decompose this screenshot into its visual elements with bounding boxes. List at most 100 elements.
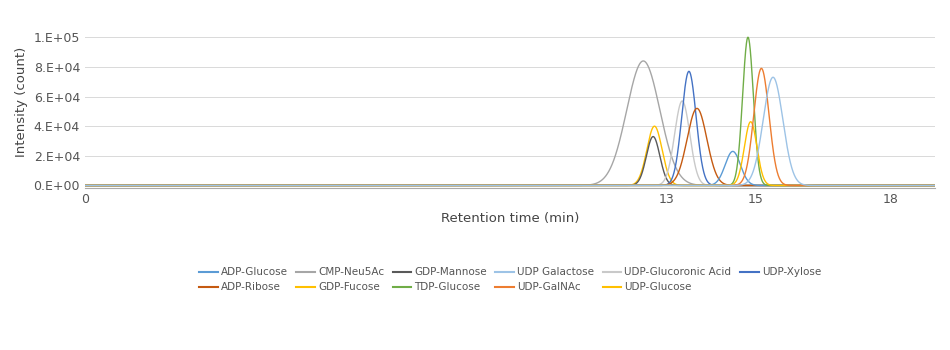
CMP-Neu5Ac bbox=[884, 183, 896, 188]
Line: UDP-Xylose: UDP-Xylose bbox=[85, 71, 935, 186]
GDP-Mannose bbox=[495, 183, 506, 188]
UDP-GalNAc bbox=[83, 183, 94, 188]
ADP-Glucose bbox=[884, 183, 896, 188]
UDP-GalNAc bbox=[114, 183, 125, 188]
TDP-Glucose bbox=[246, 183, 257, 188]
UDP-Glucose bbox=[130, 183, 142, 188]
ADP-Glucose bbox=[727, 149, 738, 154]
CMP-Neu5Ac bbox=[495, 183, 506, 188]
UDP-Xylose bbox=[130, 183, 142, 188]
UDP-Xylose bbox=[83, 183, 94, 188]
UDP Galactose bbox=[83, 183, 94, 188]
TDP-Glucose bbox=[929, 183, 940, 188]
GDP-Fucose bbox=[884, 183, 896, 188]
UDP-Glucose bbox=[495, 183, 506, 188]
UDP-Glucose bbox=[83, 183, 94, 188]
UDP Galactose bbox=[114, 183, 125, 188]
UDP-Glucoronic Acid bbox=[929, 183, 940, 188]
UDP-Xylose bbox=[683, 69, 694, 73]
TDP-Glucose bbox=[884, 183, 896, 188]
TDP-Glucose bbox=[114, 183, 125, 188]
UDP-Xylose bbox=[884, 183, 896, 188]
Y-axis label: Intensity (count): Intensity (count) bbox=[15, 47, 28, 157]
Line: CMP-Neu5Ac: CMP-Neu5Ac bbox=[85, 61, 935, 186]
GDP-Mannose bbox=[130, 183, 142, 188]
UDP-Glucose bbox=[745, 120, 756, 124]
UDP-Glucoronic Acid bbox=[79, 183, 90, 188]
UDP Galactose bbox=[130, 183, 142, 188]
GDP-Mannose bbox=[648, 134, 659, 139]
ADP-Ribose bbox=[246, 183, 257, 188]
CMP-Neu5Ac bbox=[114, 183, 125, 188]
Line: UDP-GalNAc: UDP-GalNAc bbox=[85, 68, 935, 186]
UDP Galactose bbox=[246, 183, 257, 188]
UDP-Glucose bbox=[114, 183, 125, 188]
UDP-Glucose bbox=[79, 183, 90, 188]
ADP-Ribose bbox=[79, 183, 90, 188]
GDP-Mannose bbox=[83, 183, 94, 188]
GDP-Fucose bbox=[246, 183, 257, 188]
CMP-Neu5Ac bbox=[246, 183, 257, 188]
ADP-Glucose bbox=[495, 183, 506, 188]
UDP-GalNAc bbox=[929, 183, 940, 188]
UDP-GalNAc bbox=[130, 183, 142, 188]
CMP-Neu5Ac bbox=[929, 183, 940, 188]
ADP-Ribose bbox=[114, 183, 125, 188]
GDP-Mannose bbox=[884, 183, 896, 188]
GDP-Fucose bbox=[114, 183, 125, 188]
GDP-Mannose bbox=[246, 183, 257, 188]
Line: ADP-Glucose: ADP-Glucose bbox=[85, 152, 935, 186]
UDP-GalNAc bbox=[495, 183, 506, 188]
X-axis label: Retention time (min): Retention time (min) bbox=[441, 212, 580, 225]
UDP-Glucoronic Acid bbox=[495, 183, 506, 188]
CMP-Neu5Ac bbox=[83, 183, 94, 188]
UDP-GalNAc bbox=[79, 183, 90, 188]
GDP-Fucose bbox=[130, 183, 142, 188]
UDP-Glucoronic Acid bbox=[130, 183, 142, 188]
UDP-GalNAc bbox=[884, 183, 896, 188]
ADP-Glucose bbox=[79, 183, 90, 188]
Line: UDP-Glucoronic Acid: UDP-Glucoronic Acid bbox=[85, 101, 935, 186]
Line: UDP Galactose: UDP Galactose bbox=[85, 77, 935, 186]
Line: ADP-Ribose: ADP-Ribose bbox=[85, 108, 935, 186]
ADP-Glucose bbox=[929, 183, 940, 188]
UDP Galactose bbox=[495, 183, 506, 188]
GDP-Mannose bbox=[929, 183, 940, 188]
UDP-Glucose bbox=[929, 183, 940, 188]
GDP-Fucose bbox=[83, 183, 94, 188]
ADP-Ribose bbox=[495, 183, 506, 188]
Line: TDP-Glucose: TDP-Glucose bbox=[85, 37, 935, 186]
GDP-Fucose bbox=[79, 183, 90, 188]
GDP-Mannose bbox=[114, 183, 125, 188]
GDP-Mannose bbox=[79, 183, 90, 188]
UDP-Glucoronic Acid bbox=[884, 183, 896, 188]
UDP-GalNAc bbox=[755, 66, 767, 70]
GDP-Fucose bbox=[929, 183, 940, 188]
ADP-Glucose bbox=[114, 183, 125, 188]
ADP-Ribose bbox=[692, 106, 703, 111]
Legend: ADP-Glucose, ADP-Ribose, CMP-Neu5Ac, GDP-Fucose, GDP-Mannose, TDP-Glucose, UDP G: ADP-Glucose, ADP-Ribose, CMP-Neu5Ac, GDP… bbox=[195, 263, 826, 296]
GDP-Fucose bbox=[495, 183, 506, 188]
ADP-Glucose bbox=[130, 183, 142, 188]
UDP Galactose bbox=[929, 183, 940, 188]
TDP-Glucose bbox=[742, 35, 753, 39]
Line: GDP-Fucose: GDP-Fucose bbox=[85, 126, 935, 186]
UDP-Glucose bbox=[884, 183, 896, 188]
UDP-Xylose bbox=[929, 183, 940, 188]
ADP-Ribose bbox=[884, 183, 896, 188]
UDP-Glucoronic Acid bbox=[114, 183, 125, 188]
CMP-Neu5Ac bbox=[637, 59, 649, 63]
CMP-Neu5Ac bbox=[130, 183, 142, 188]
UDP-Glucoronic Acid bbox=[83, 183, 94, 188]
UDP-Xylose bbox=[246, 183, 257, 188]
TDP-Glucose bbox=[83, 183, 94, 188]
ADP-Ribose bbox=[83, 183, 94, 188]
TDP-Glucose bbox=[79, 183, 90, 188]
ADP-Ribose bbox=[130, 183, 142, 188]
UDP-Xylose bbox=[79, 183, 90, 188]
UDP-Glucose bbox=[246, 183, 257, 188]
UDP-GalNAc bbox=[246, 183, 257, 188]
CMP-Neu5Ac bbox=[79, 183, 90, 188]
UDP Galactose bbox=[79, 183, 90, 188]
TDP-Glucose bbox=[495, 183, 506, 188]
